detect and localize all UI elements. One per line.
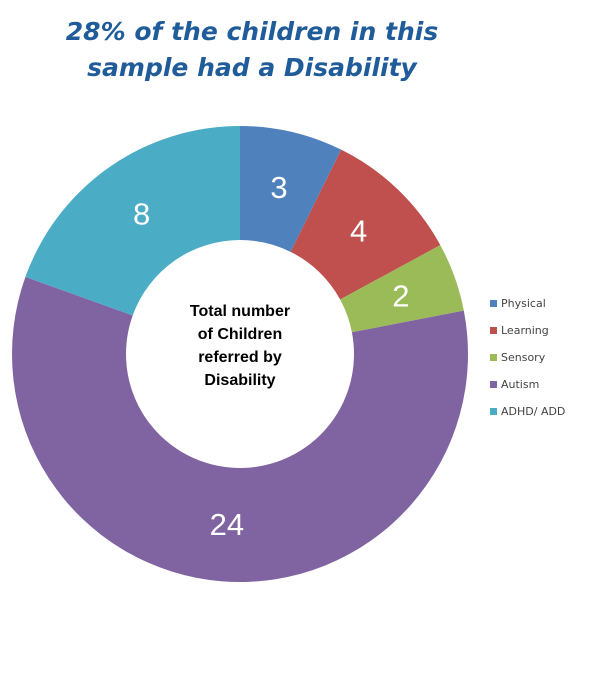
legend-label: Learning <box>501 324 549 337</box>
center-label-line-1: Total number <box>189 303 291 320</box>
donut-center-label: Total number of Children referred by Dis… <box>150 300 330 392</box>
legend-swatch <box>490 300 497 307</box>
donut-slice-sensory <box>340 245 464 333</box>
legend-swatch <box>490 327 497 334</box>
center-label-line-3: referred by <box>198 349 282 366</box>
donut-slices <box>11 126 469 582</box>
legend-item: ADHD/ ADD <box>490 398 565 425</box>
chart-title: 28% of the children in this sample had a… <box>0 14 504 86</box>
legend-swatch <box>490 408 497 415</box>
center-label-line-2: of Children <box>197 326 283 343</box>
legend-item: Learning <box>490 317 565 344</box>
chart-title-line-1: 28% of the children in this <box>65 17 439 46</box>
legend-item: Autism <box>490 371 565 398</box>
data-label-learning: 4 <box>350 213 367 248</box>
data-label-physical: 3 <box>270 170 287 205</box>
data-label-sensory: 2 <box>392 279 409 314</box>
legend-item: Physical <box>490 290 565 317</box>
donut-slice-autism <box>11 276 469 582</box>
legend-label: Physical <box>501 297 546 310</box>
legend-item: Sensory <box>490 344 565 371</box>
donut-slice-learning <box>290 149 441 300</box>
donut-slice-physical <box>240 126 342 252</box>
legend-swatch <box>490 354 497 361</box>
data-label-adhd-add: 8 <box>133 197 150 232</box>
chart-title-line-2: sample had a Disability <box>87 53 417 82</box>
donut-data-labels: 3 42 24 8 <box>133 170 410 542</box>
legend-label: Sensory <box>501 351 546 364</box>
chart-legend: Physical Learning Sensory Autism ADHD/ ADD <box>490 290 565 425</box>
legend-label: Autism <box>501 378 540 391</box>
data-label-autism: 24 <box>210 507 244 542</box>
donut-slice-adhd-add <box>25 126 240 316</box>
center-label-line-4: Disability <box>204 372 276 389</box>
legend-swatch <box>490 381 497 388</box>
legend-label: ADHD/ ADD <box>501 405 566 418</box>
